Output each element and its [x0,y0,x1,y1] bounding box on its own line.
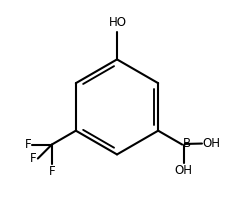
Text: B: B [183,137,191,150]
Text: HO: HO [109,16,127,29]
Text: OH: OH [203,137,221,150]
Text: F: F [30,152,37,165]
Text: F: F [24,138,31,151]
Text: OH: OH [175,164,193,177]
Text: F: F [48,165,55,178]
